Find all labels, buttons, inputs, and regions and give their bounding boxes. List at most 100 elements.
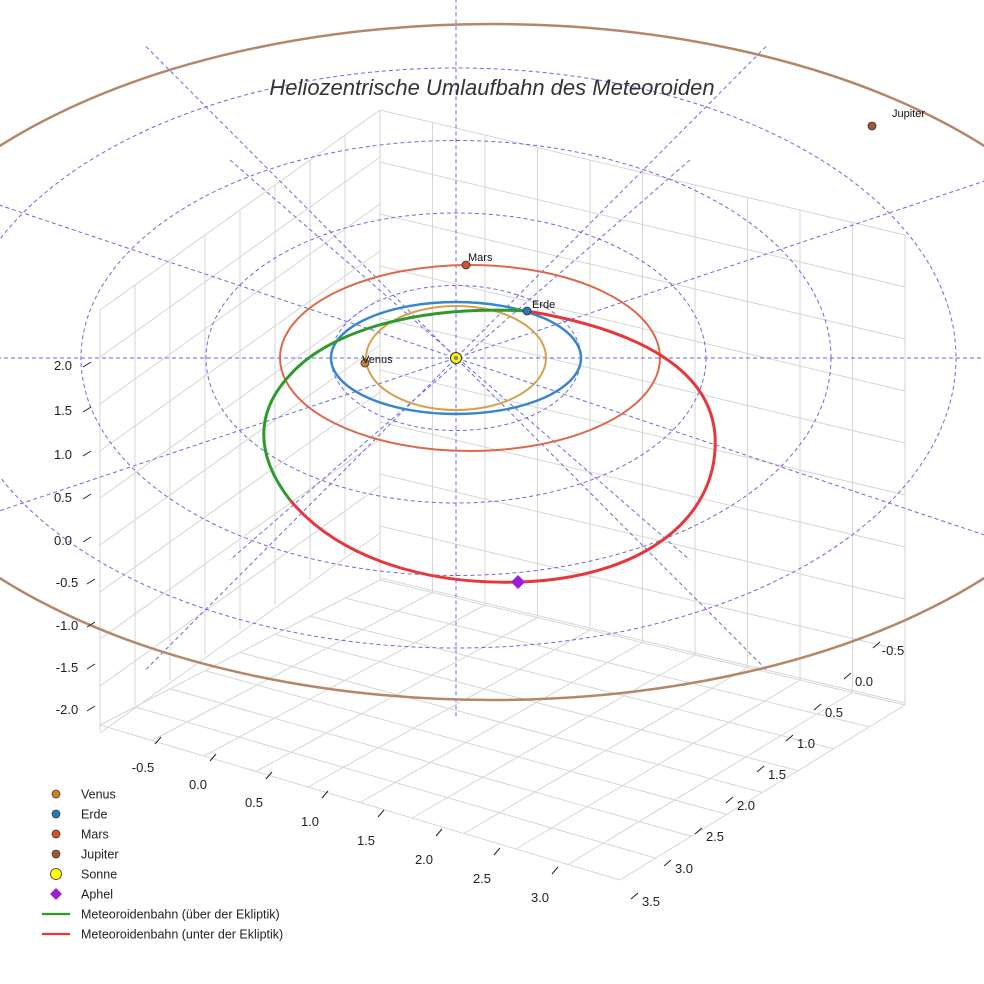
chart-markers: Venus Erde Mars Jupiter [360, 108, 925, 589]
grid-line [379, 421, 906, 548]
x-tick-label: 2.0 [415, 852, 433, 867]
venus-label: Venus [362, 354, 393, 366]
planet-orbits [0, 22, 984, 702]
venus-marker [360, 358, 370, 368]
x-tick-label: 0.0 [189, 777, 207, 792]
grid-line [99, 438, 381, 640]
y-tick-label: 0.5 [825, 705, 843, 720]
grid-walls [99, 109, 906, 881]
z-tick-label: -1.0 [56, 618, 78, 633]
legend-item: Erde [51, 808, 107, 822]
grid-line [99, 297, 381, 499]
x-tick-mark [377, 809, 385, 818]
legend-item: Aphel [50, 888, 113, 902]
legend-label: Meteoroidenbahn (über der Ekliptik) [81, 908, 280, 922]
mars-marker [461, 260, 471, 270]
grid-line [99, 724, 621, 881]
y-tick-label: 1.0 [797, 736, 815, 751]
aphel-marker [511, 575, 525, 589]
grid-line [379, 265, 906, 392]
y-tick-mark [843, 672, 852, 680]
z-tick-mark [86, 663, 96, 670]
grid-line [379, 525, 906, 652]
z-tick-label: -0.5 [56, 575, 78, 590]
z-tick-label: -1.5 [56, 660, 78, 675]
grid-line [379, 161, 906, 288]
earth-orbit [329, 300, 583, 416]
grid-line [379, 577, 906, 704]
y-tick-label: 3.0 [675, 861, 693, 876]
legend-label: Erde [81, 808, 107, 822]
z-tick-mark [86, 578, 96, 585]
legend-item: Meteoroidenbahn (über der Ekliptik) [42, 908, 280, 922]
legend-marker [51, 849, 61, 859]
x-tick-mark [265, 771, 273, 780]
jupiter-label: Jupiter [892, 108, 925, 120]
grid-line [274, 633, 799, 772]
jupiter-marker [867, 121, 877, 131]
z-tick-mark [82, 406, 92, 413]
legend-label: Mars [81, 828, 109, 842]
y-tick-label: 2.5 [706, 829, 724, 844]
z-tick-mark [82, 536, 92, 543]
legend-label: Sonne [81, 868, 117, 882]
legend-label: Meteoroidenbahn (unter der Ekliptik) [81, 928, 283, 942]
jupiter-orbit [0, 22, 984, 702]
meteoroid-path [262, 308, 717, 584]
grid-line [379, 579, 906, 706]
y-tick-mark [785, 734, 794, 742]
x-tick-label: 0.5 [245, 795, 263, 810]
legend-item: Venus [51, 788, 116, 802]
grid-line [379, 317, 906, 444]
sun-center [453, 355, 459, 361]
grid-line [309, 615, 834, 750]
z-tick-label: -2.0 [56, 702, 78, 717]
legend-marker [51, 829, 61, 839]
legend-item: Meteoroidenbahn (unter der Ekliptik) [42, 928, 283, 942]
y-tick-mark [663, 859, 672, 867]
legend-marker [51, 809, 61, 819]
grid-line [99, 250, 381, 452]
grid-line [344, 597, 870, 728]
y-tick-label: 0.0 [855, 674, 873, 689]
meteoroid-path-below [288, 309, 717, 584]
grid-line [379, 109, 906, 236]
x-tick-mark [435, 828, 443, 837]
axis-ticks: -0.5 0.0 0.5 1.0 1.5 2.0 2.5 3.0 -0.5 0.0 0.5 1.0 1.… [54, 358, 904, 909]
z-tick-mark [86, 621, 96, 628]
mars-label: Mars [468, 252, 493, 264]
z-tick-label: 0.0 [54, 533, 72, 548]
z-tick-mark [82, 361, 92, 368]
legend-marker [50, 868, 62, 880]
y-tick-label: -0.5 [882, 643, 904, 658]
z-tick-label: 1.0 [54, 447, 72, 462]
grid-line [204, 670, 728, 815]
x-tick-label: -0.5 [132, 760, 154, 775]
y-tick-mark [813, 703, 822, 711]
x-tick-label: 3.0 [531, 890, 549, 905]
z-tick-label: 2.0 [54, 358, 72, 373]
legend-item: Jupiter [51, 848, 119, 862]
grid-line [99, 391, 381, 593]
erde-label: Erde [532, 299, 555, 311]
legend-label: Venus [81, 788, 116, 802]
z-tick-label: 0.5 [54, 490, 72, 505]
legend: Venus Erde Mars Jupiter Sonne Aphel Meteoroide… [42, 788, 283, 942]
chart-title: Heliozentrische Umlaufbahn des Meteoroid… [269, 75, 714, 100]
legend-item: Mars [51, 828, 109, 842]
grid-line [134, 706, 656, 859]
x-tick-mark [321, 790, 329, 799]
y-tick-label: 1.5 [768, 767, 786, 782]
grid-line [99, 203, 381, 405]
legend-label: Aphel [81, 888, 113, 902]
x-tick-mark [154, 736, 162, 745]
x-tick-label: 1.0 [301, 814, 319, 829]
legend-item: Sonne [50, 868, 117, 882]
grid-line [379, 473, 906, 600]
y-tick-label: 2.0 [737, 798, 755, 813]
grid-line [239, 652, 763, 793]
legend-marker [50, 888, 62, 900]
x-tick-mark [209, 753, 217, 762]
z-tick-mark [86, 705, 96, 712]
